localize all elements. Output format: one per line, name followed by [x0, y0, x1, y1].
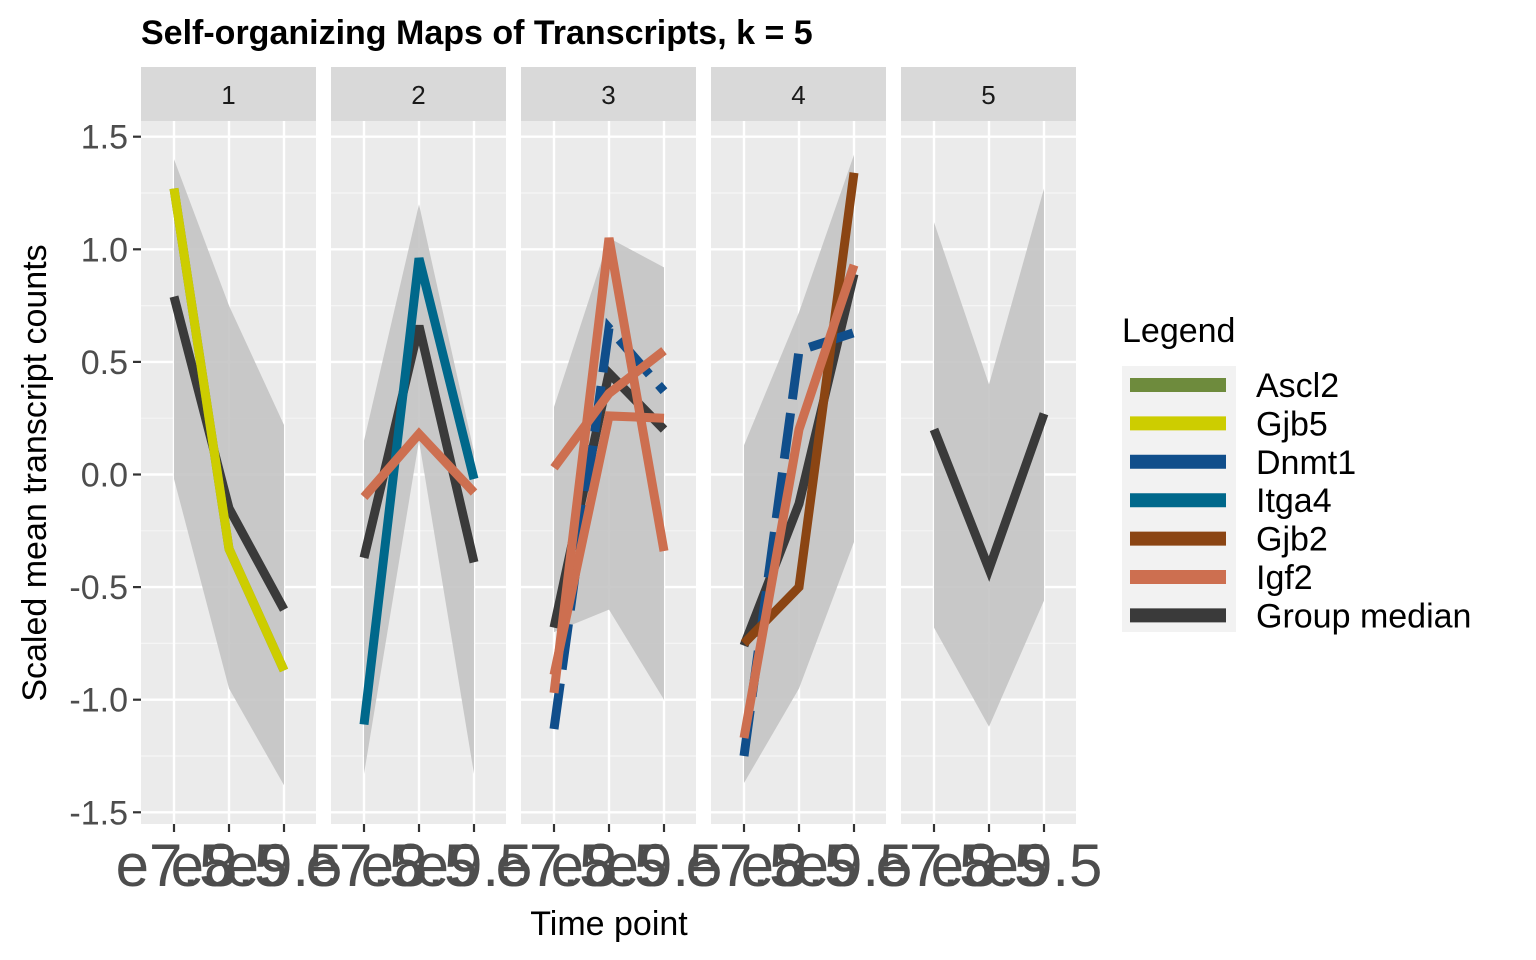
legend-label-igf2: Igf2 [1256, 559, 1313, 597]
legend-label-itga4: Itga4 [1256, 482, 1332, 520]
facet-strip-label: 5 [981, 80, 995, 110]
facet-panel-3: 3 [521, 67, 696, 824]
series-line-igf2 [550, 347, 667, 471]
series-line-igf2 [739, 263, 859, 739]
y-axis-title: Scaled mean transcript counts [16, 244, 54, 701]
transcript-spread-band [364, 204, 474, 775]
x-tick-label: e7.5 [496, 832, 613, 899]
facet-strip-label: 2 [411, 80, 425, 110]
y-tick-label: -1.5 [69, 794, 128, 832]
facet-strip [521, 67, 696, 121]
facet-strip-label: 3 [601, 80, 615, 110]
facet-panel-1: 1 [141, 67, 316, 824]
x-tick-label: e9.5 [606, 832, 723, 899]
facet-strip [331, 67, 506, 121]
legend-label-ascl2: Ascl2 [1256, 367, 1339, 405]
x-tick-label: e9.5 [416, 832, 533, 899]
legend-label-group-median: Group median [1256, 597, 1471, 635]
series-line-igf2 [360, 427, 478, 500]
x-tick-label: e9.5 [796, 832, 913, 899]
legend-title: Legend [1122, 312, 1235, 350]
legend-label-dnmt1: Dnmt1 [1256, 444, 1356, 482]
x-tick-label: e7.5 [116, 832, 233, 899]
y-axis: 1.5 1.0 0.5 0.0 -0.5 -1.0 -1.5 [69, 119, 141, 832]
x-axis-title: Time point [530, 905, 688, 943]
y-tick-label: 1.0 [81, 231, 128, 269]
x-tick-label: e9.5 [226, 832, 343, 899]
series-line-itga4 [359, 257, 479, 725]
transcript-spread-band [174, 159, 284, 786]
legend-label-gjb2: Gjb2 [1256, 521, 1328, 559]
series-line-igf2 [549, 411, 665, 676]
series-line-group-median [929, 412, 1049, 582]
facet-panels: 1 2 3 4 5 [141, 67, 1076, 824]
facet-panel-5: 5 [901, 67, 1076, 824]
facet-strip [711, 67, 886, 121]
y-tick-label: -0.5 [69, 569, 128, 607]
series-line-gjb5 [169, 187, 289, 673]
series-line-group-median [169, 295, 288, 612]
legend-label-gjb5: Gjb5 [1256, 405, 1328, 443]
x-tick-label: e8.5 [171, 832, 288, 899]
chart-title: Self-organizing Maps of Transcripts, k =… [141, 14, 813, 52]
series-line-igf2 [549, 237, 669, 694]
transcript-spread-band [934, 188, 1044, 727]
x-tick-label: e8.5 [551, 832, 668, 899]
x-axis: e7.5e8.5e9.5e7.5e8.5e9.5e7.5e8.5e9.5e7.5… [116, 824, 1103, 899]
x-tick-label: e9.5 [986, 832, 1103, 899]
facet-strip [141, 67, 316, 121]
facet-panel-4: 4 [711, 67, 886, 824]
y-tick-label: 1.5 [81, 119, 128, 157]
x-tick-label: e8.5 [741, 832, 858, 899]
x-tick-label: e8.5 [931, 832, 1048, 899]
y-tick-label: 0.0 [81, 457, 128, 495]
legend: Legend Ascl2Gjb5Dnmt1Itga4Gjb2Igf2Group … [1122, 312, 1471, 635]
x-tick-label: e7.5 [876, 832, 993, 899]
x-tick-label: e8.5 [361, 832, 478, 899]
facet-panel-2: 2 [331, 67, 506, 824]
y-tick-label: -1.0 [69, 682, 128, 720]
facet-strip-label: 4 [791, 80, 805, 110]
facet-strip-label: 1 [221, 80, 235, 110]
transcript-spread-band [744, 154, 854, 784]
x-tick-label: e7.5 [686, 832, 803, 899]
y-tick-label: 0.5 [81, 344, 128, 382]
x-tick-label: e7.5 [306, 832, 423, 899]
facet-strip [901, 67, 1076, 121]
